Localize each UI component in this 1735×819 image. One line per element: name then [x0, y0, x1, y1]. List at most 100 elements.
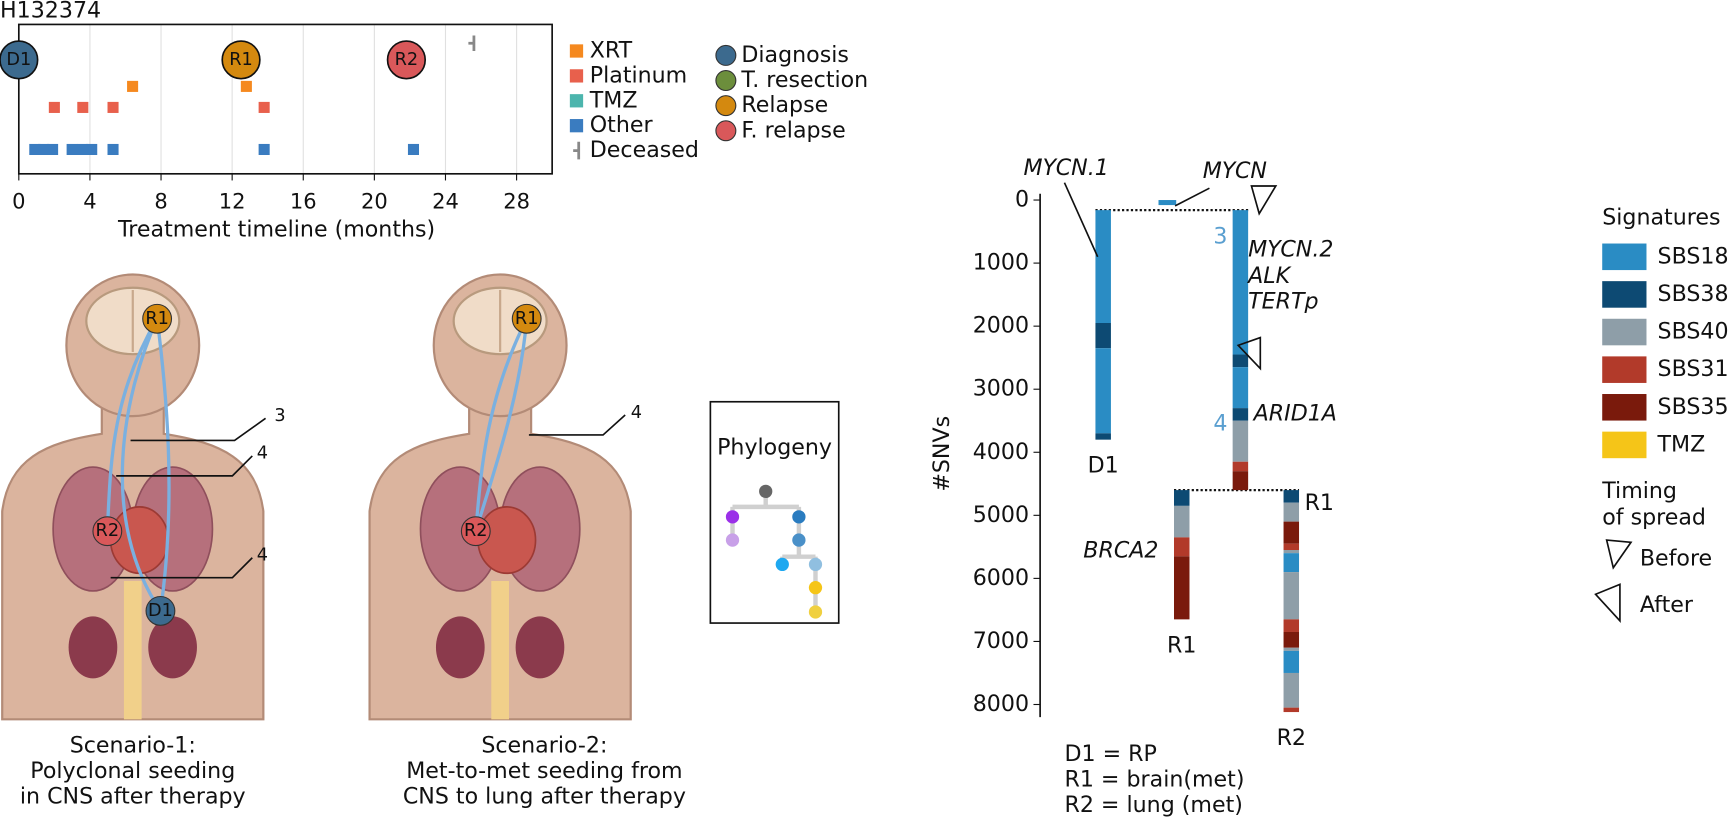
site-marker [511, 303, 542, 334]
signature-segment [1232, 367, 1249, 409]
gene-label: MYCN [1203, 158, 1267, 184]
signature-segment [1283, 502, 1300, 522]
legend-swatch [569, 94, 584, 108]
legend-label: SBS31 [1658, 356, 1729, 382]
y-tick-label: 8000 [973, 691, 1029, 717]
spread-count: 3 [1213, 223, 1227, 249]
x-tick-label: 20 [361, 189, 388, 214]
seeding-path [155, 318, 171, 612]
legend-swatch [1602, 243, 1647, 271]
legend-swatch [715, 95, 737, 117]
site-marker [92, 516, 123, 547]
x-tick-label: 8 [154, 189, 167, 214]
seeding-count: 4 [257, 546, 268, 566]
signature-segment [1095, 322, 1111, 349]
signature-segment [1283, 631, 1300, 648]
signature-segment [1283, 490, 1300, 503]
plot-frame [17, 23, 553, 175]
treatment-mark [107, 143, 119, 156]
signature-segment [1283, 572, 1300, 620]
caption: CNS to lung after therapy [403, 783, 686, 809]
legend-label: After [1640, 592, 1694, 618]
treatment-mark [258, 143, 270, 156]
legend-swatch [715, 44, 737, 66]
legend-title: of spread [1602, 504, 1706, 530]
signature-segment [1232, 461, 1249, 472]
signature-segment [1283, 543, 1300, 551]
leader-line [116, 455, 253, 477]
event-marker [221, 40, 261, 80]
timing-legend: Timing of spread Before After [1594, 478, 1712, 623]
deceased-mark [468, 35, 476, 51]
seeding-path [474, 318, 529, 532]
legend-label: Deceased [590, 137, 699, 163]
x-tick-label: 0 [12, 189, 25, 214]
signature-segment [1232, 210, 1249, 355]
phylogeny: Phylogeny [709, 400, 840, 624]
branch-label: R1 [1167, 632, 1196, 658]
branch-label: D1 [1088, 453, 1119, 479]
timing-marker [1250, 185, 1278, 216]
gene-label: ARID1A [1252, 400, 1337, 426]
legend-swatch [1602, 356, 1647, 383]
legend-label: TMZ [589, 87, 638, 113]
leader-line [130, 417, 267, 442]
site-label: R1 [145, 309, 169, 329]
site-label: D1 [148, 601, 173, 621]
seeding-count: 4 [631, 403, 642, 423]
treatment-mark [107, 101, 119, 113]
x-tick-label: 12 [219, 189, 246, 214]
signature-segment [1158, 200, 1177, 206]
scenario-2: R1 R2 4 Scenario-2: Met-to-met seeding f… [368, 273, 686, 809]
event-label: R2 [395, 50, 419, 70]
signature-segment [1095, 210, 1111, 323]
treatment-mark [407, 143, 420, 156]
timeline-title: H132374 [0, 0, 101, 24]
signature-segment [1283, 619, 1300, 632]
treatment-mark [48, 101, 60, 113]
signature-segment [1174, 537, 1190, 557]
branch-label: R2 [1277, 725, 1306, 751]
seeding-path [474, 318, 529, 532]
site-label: R1 [515, 309, 539, 329]
legend-swatch [573, 141, 581, 160]
treatment-mark [240, 80, 252, 92]
treatment-mark [29, 143, 41, 156]
signature-segment [1232, 471, 1249, 491]
signature-segment [1283, 650, 1300, 673]
definition: R2 = lung (met) [1064, 792, 1242, 818]
legend-swatch [1602, 281, 1647, 308]
treatment-mark [86, 143, 98, 156]
signature-segment [1174, 490, 1190, 506]
gene-label: BRCA2 [1083, 538, 1158, 564]
signature-segment [1283, 553, 1300, 573]
signature-segment [1174, 556, 1190, 620]
event-marker [0, 40, 39, 80]
legend-swatch [1602, 394, 1647, 421]
signature-segment [1283, 550, 1300, 554]
snv-tree-chart: 0 1000 2000 3000 4000 5000 6000 7000 8000 D1 R1 R2 R… [973, 187, 1729, 752]
y-tick-label: 0 [1015, 187, 1029, 213]
legend-label: TMZ [1657, 431, 1706, 457]
y-tick-label: 6000 [973, 565, 1029, 591]
signature-segment [1232, 408, 1249, 421]
legend-swatch [1602, 431, 1647, 459]
signature-segment [1095, 348, 1111, 434]
legend-label: XRT [590, 37, 633, 63]
gene-label: MYCN.1 [1024, 155, 1109, 181]
caption: Scenario-2: [481, 732, 607, 758]
site-label: R2 [464, 521, 488, 541]
y-tick-label: 3000 [973, 376, 1029, 402]
x-axis-label: Treatment timeline (months) [117, 217, 435, 243]
x-tick-label: 28 [503, 189, 530, 214]
event-label: R1 [229, 50, 253, 70]
legend-title: Signatures [1602, 205, 1720, 231]
legend-swatch [715, 120, 737, 142]
legend-label: SBS38 [1658, 281, 1729, 307]
gene-label: MYCN.2 [1248, 237, 1333, 263]
definition: D1 = RP [1064, 741, 1156, 767]
leader-line [110, 557, 253, 579]
body-illustration [1, 273, 265, 721]
seeding-count: 3 [274, 406, 285, 426]
